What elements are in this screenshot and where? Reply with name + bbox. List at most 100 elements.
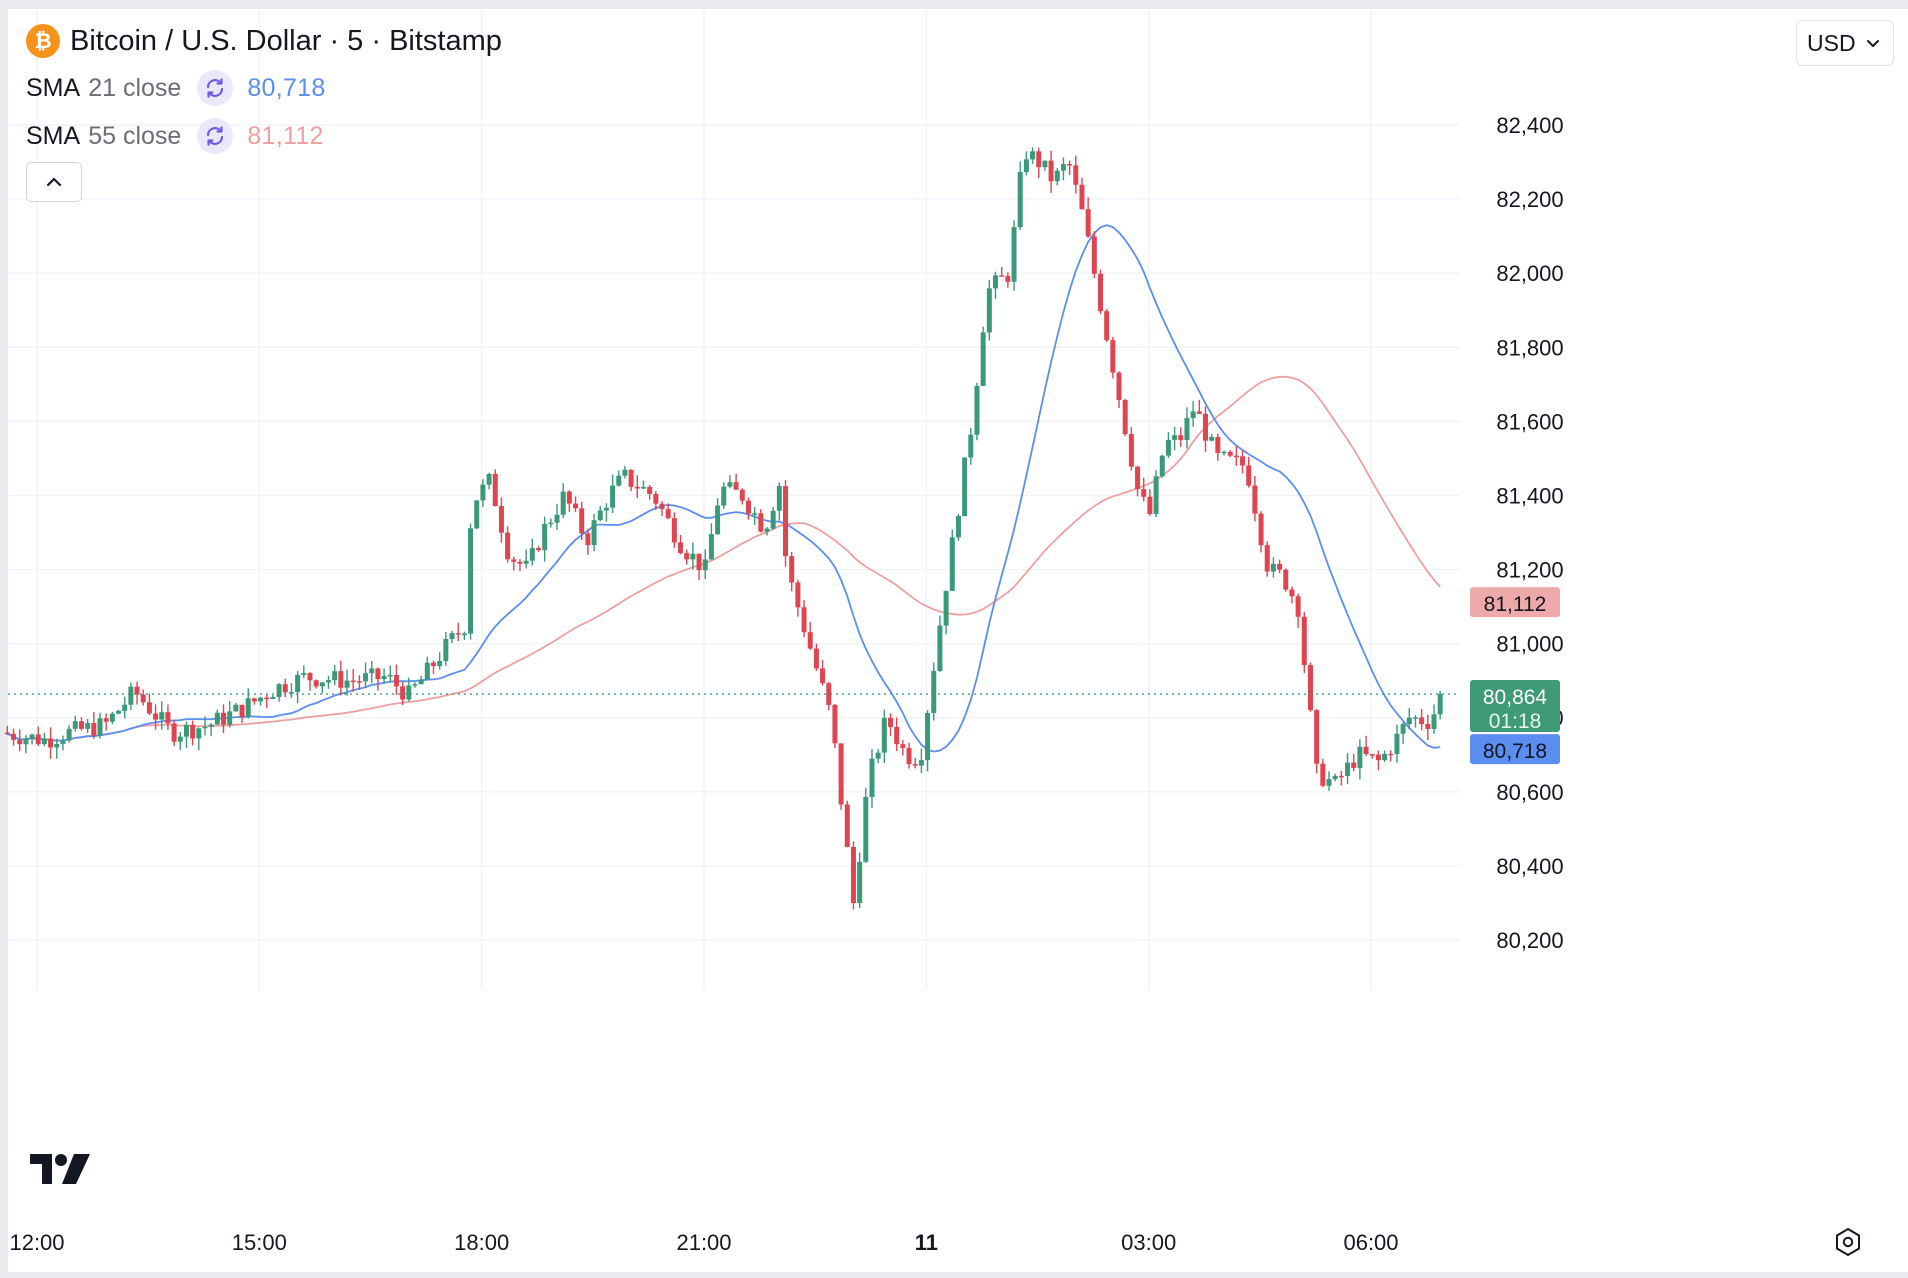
candle-body xyxy=(387,674,393,677)
candle-body xyxy=(962,457,968,517)
candle-body xyxy=(1382,753,1388,761)
x-tick-label: 06:00 xyxy=(1343,1230,1398,1255)
candle-down xyxy=(264,694,270,709)
candle-up xyxy=(974,382,980,441)
candle-up xyxy=(295,670,301,704)
price-tag-text: 80,864 xyxy=(1483,686,1548,709)
y-tick-label: 81,200 xyxy=(1496,558,1563,583)
chart-settings-icon[interactable] xyxy=(1832,1226,1864,1263)
candle-body xyxy=(443,639,449,662)
candle-down xyxy=(400,681,406,706)
x-tick-label: 21:00 xyxy=(676,1230,731,1255)
candle-body xyxy=(517,561,523,564)
candle-body xyxy=(1091,236,1097,274)
candle-body xyxy=(535,548,541,551)
candle-body xyxy=(943,590,949,626)
candle-body xyxy=(789,556,795,583)
candle-down xyxy=(190,720,196,746)
candle-body xyxy=(251,698,257,702)
y-tick-label: 81,000 xyxy=(1496,632,1563,657)
candle-up xyxy=(85,718,91,734)
candle-body xyxy=(1215,437,1221,453)
currency-selector[interactable]: USD xyxy=(1796,20,1894,66)
candle-body xyxy=(968,434,974,458)
candle-body xyxy=(1338,775,1344,778)
candle-up xyxy=(708,523,714,560)
candle-body xyxy=(1227,451,1233,456)
candle-down xyxy=(134,681,140,705)
candle-up xyxy=(1011,220,1017,291)
candle-body xyxy=(659,503,665,510)
candle-body xyxy=(671,518,677,543)
sync-icon[interactable] xyxy=(197,118,234,154)
candle-down xyxy=(1196,399,1202,414)
candle-down xyxy=(758,509,764,533)
candle-down xyxy=(647,485,653,500)
candle-body xyxy=(906,747,912,765)
y-tick-label: 82,000 xyxy=(1496,261,1563,286)
candle-up xyxy=(406,677,412,702)
candle-down xyxy=(430,660,436,674)
candle-up xyxy=(344,669,350,696)
candle-body xyxy=(684,553,690,560)
candle-down xyxy=(78,717,84,731)
candle-body xyxy=(208,724,214,727)
price-tag-bg xyxy=(1470,734,1560,765)
candle-up xyxy=(29,733,35,745)
tradingview-logo[interactable] xyxy=(30,1152,94,1191)
price-tag-bg xyxy=(1470,587,1560,618)
candle-body xyxy=(245,698,251,717)
candle-body xyxy=(1345,762,1351,776)
candle-body xyxy=(4,732,10,735)
candle-body xyxy=(993,275,999,289)
candle-up xyxy=(1437,691,1443,720)
candle-body xyxy=(603,507,609,511)
candle-down xyxy=(165,704,171,731)
candle-body xyxy=(1209,437,1215,441)
candle-body xyxy=(974,385,980,435)
symbol-row[interactable]: ₿ Bitcoin / U.S. Dollar · 5 · Bitstamp xyxy=(26,18,502,64)
candle-up xyxy=(1394,724,1400,763)
sma-55-price-tag: 81,112 xyxy=(1470,587,1560,618)
candle-down xyxy=(585,528,591,555)
price-axis[interactable]: 80,20080,40080,60080,80081,00081,20081,4… xyxy=(1496,113,1563,953)
candle-body xyxy=(1104,311,1110,341)
chevron-down-icon xyxy=(1867,40,1879,47)
candle-body xyxy=(1178,435,1184,441)
candle-down xyxy=(789,551,795,592)
candle-body xyxy=(690,553,696,560)
collapse-legend-button[interactable] xyxy=(26,162,82,202)
sync-icon[interactable] xyxy=(197,70,234,106)
candle-body xyxy=(412,684,418,686)
indicator-sma-21[interactable]: SMA 21 close 80,718 xyxy=(26,64,502,112)
indicator-sma-55[interactable]: SMA 55 close 81,112 xyxy=(26,112,502,160)
candle-body xyxy=(1147,496,1153,514)
candle-body xyxy=(548,522,554,525)
candle-up xyxy=(980,326,986,387)
candle-up xyxy=(424,656,430,680)
candle-body xyxy=(282,684,288,693)
candle-body xyxy=(1017,171,1023,228)
price-tag-text: 01:18 xyxy=(1489,710,1542,733)
candle-body xyxy=(875,752,881,759)
time-axis[interactable]: 12:00 15:00 18:00 21:00 11 03:00 06:00 xyxy=(9,1230,1398,1255)
candle-body xyxy=(640,486,646,489)
candle-up xyxy=(276,683,282,702)
candle-body xyxy=(1042,160,1048,168)
candle-up xyxy=(875,749,881,764)
indicator-name: SMA xyxy=(26,73,81,102)
indicator-params: 21 close xyxy=(88,73,182,102)
candle-body xyxy=(35,734,41,745)
candle-body xyxy=(66,728,72,741)
currency-label: USD xyxy=(1807,29,1856,56)
candle-body xyxy=(134,686,140,695)
candle-body xyxy=(511,559,517,562)
candle-body xyxy=(202,726,208,729)
candle-down xyxy=(813,643,819,672)
symbol-title[interactable]: Bitcoin / U.S. Dollar · 5 · Bitstamp xyxy=(70,24,502,57)
candle-down xyxy=(566,490,572,512)
candle-up xyxy=(770,506,776,530)
candle-body xyxy=(1431,714,1437,729)
candle-up xyxy=(1042,160,1048,171)
